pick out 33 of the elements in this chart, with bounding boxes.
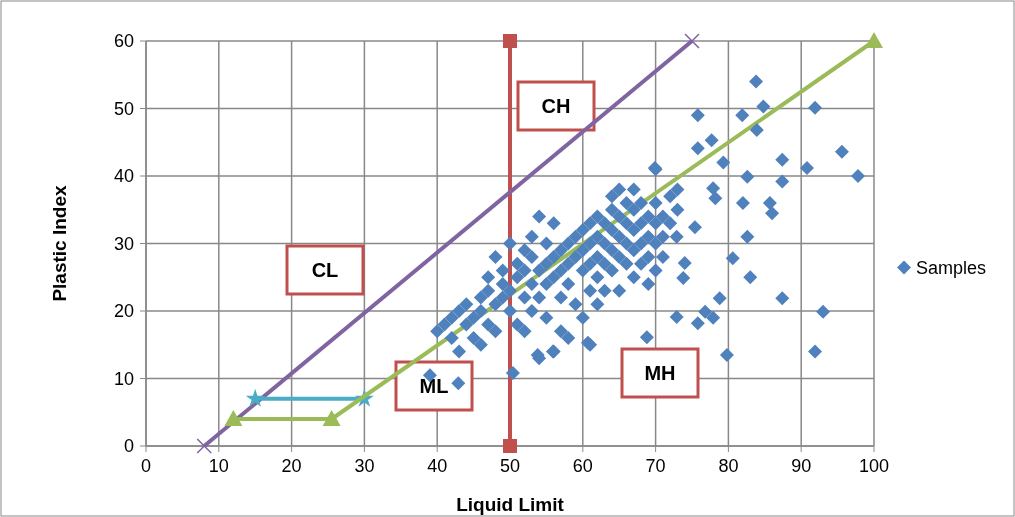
point (684, 33, 700, 49)
point (322, 410, 341, 426)
x-tick-label: 10 (208, 456, 229, 476)
x-tick-label: 70 (645, 456, 666, 476)
y-axis-title: Plastic Index (49, 184, 70, 302)
x-tick-label: 50 (499, 456, 521, 476)
x-tick-label: 40 (427, 456, 448, 476)
x-tick-label: 60 (572, 456, 593, 476)
y-tick-label: 20 (113, 301, 134, 321)
x-tick-label: 90 (791, 456, 812, 476)
y-tick-label: 50 (113, 98, 134, 119)
y-tick-label: 10 (113, 368, 134, 389)
point (865, 32, 883, 48)
annotation: ML (419, 375, 449, 397)
legend-label: Samples (916, 257, 987, 278)
x-tick-label: 0 (140, 456, 152, 476)
y-tick-label: 40 (113, 166, 134, 186)
x-tick-label: 30 (354, 456, 375, 476)
annotation: CH (541, 95, 571, 117)
x-tick-label: 100 (858, 456, 890, 476)
y-tick-label: 0 (123, 436, 134, 456)
annotation: CL (311, 259, 339, 281)
x-tick-label: 80 (718, 456, 739, 476)
point (503, 34, 517, 48)
point (224, 410, 243, 426)
point (503, 439, 517, 453)
y-tick-label: 30 (113, 233, 134, 254)
point (196, 438, 212, 454)
x-axis-title: Liquid Limit (456, 494, 565, 515)
annotation: MH (644, 362, 676, 384)
x-tick-label: 20 (281, 456, 302, 476)
y-tick-label: 60 (113, 31, 134, 51)
point (245, 388, 265, 407)
